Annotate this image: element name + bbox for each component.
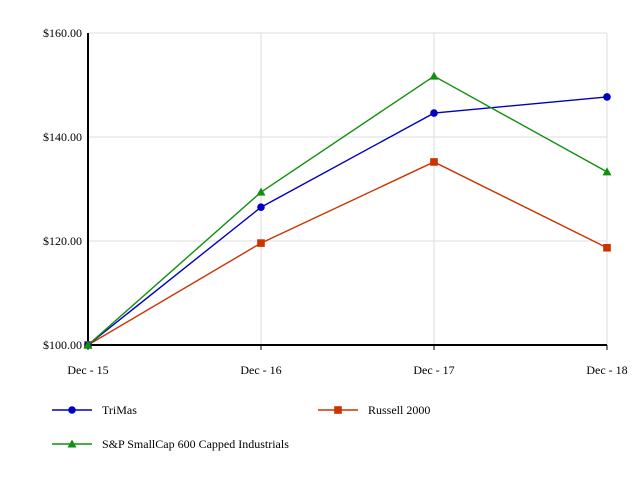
series-0 bbox=[84, 93, 611, 349]
y-tick-label: $140.00 bbox=[43, 130, 82, 144]
legend-marker bbox=[68, 406, 76, 414]
data-point bbox=[83, 340, 93, 349]
legend-label: S&P SmallCap 600 Capped Industrials bbox=[102, 437, 289, 451]
data-point bbox=[603, 243, 611, 252]
legend-label: Russell 2000 bbox=[368, 403, 430, 417]
series-line bbox=[87, 96, 608, 346]
data-point bbox=[256, 187, 266, 196]
series-line bbox=[87, 75, 608, 346]
series-line bbox=[87, 161, 608, 346]
legend-label: TriMas bbox=[102, 403, 137, 417]
series-2 bbox=[83, 71, 612, 349]
data-point bbox=[430, 109, 438, 117]
data-point bbox=[429, 71, 439, 80]
legend-marker bbox=[67, 439, 77, 448]
x-tick-label: Dec - 15 bbox=[67, 363, 108, 377]
data-point bbox=[603, 93, 611, 101]
data-point bbox=[257, 239, 265, 247]
legend-item: S&P SmallCap 600 Capped Industrials bbox=[52, 437, 289, 451]
data-point bbox=[430, 158, 438, 166]
y-tick-label: $160.00 bbox=[43, 26, 82, 40]
legend-marker bbox=[334, 406, 342, 414]
legend-item: TriMas bbox=[52, 403, 137, 417]
y-tick-label: $120.00 bbox=[43, 234, 82, 248]
x-tick-label: Dec - 18 bbox=[586, 363, 627, 377]
y-tick-label: $100.00 bbox=[43, 338, 82, 352]
series-1 bbox=[84, 158, 611, 349]
x-tick-label: Dec - 17 bbox=[413, 363, 454, 377]
data-point bbox=[257, 203, 265, 211]
data-point bbox=[602, 167, 612, 176]
legend-item: Russell 2000 bbox=[318, 403, 430, 417]
x-tick-label: Dec - 16 bbox=[240, 363, 281, 377]
